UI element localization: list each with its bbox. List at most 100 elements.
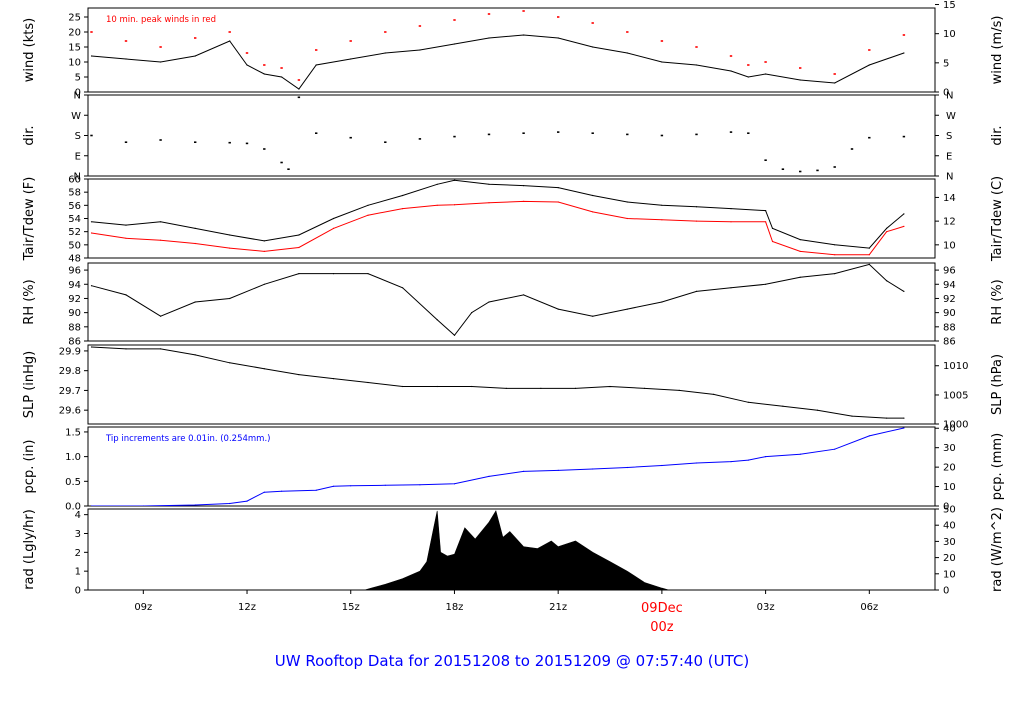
temp-point (263, 250, 265, 252)
wind-point (765, 73, 767, 75)
temp-point (799, 239, 801, 241)
wind-point (695, 64, 698, 66)
wind-point (799, 79, 801, 81)
ytick-label: 4 (75, 510, 81, 521)
ytick-right-label: N (946, 91, 953, 102)
temp-point (771, 240, 774, 243)
panel-frame (87, 426, 936, 507)
slp-point (436, 385, 438, 388)
dir-point (263, 148, 266, 150)
temp-point (263, 240, 265, 242)
panel-annotation: 10 min. peak winds in red (106, 15, 216, 25)
ylabel-left: RH (%) (22, 279, 37, 324)
ytick-right-label: 30 (943, 443, 956, 454)
panel-slp: 29.6 29.7 29.8 29.9 1000 1005 1010 SLP (inHg) SL… (22, 344, 1005, 431)
rh-point (453, 334, 456, 336)
pcp-point (142, 505, 144, 506)
temp-point (903, 225, 905, 227)
panel-data (90, 96, 906, 173)
rh-point (868, 263, 870, 265)
slp-point (851, 415, 853, 417)
temp-point (730, 221, 732, 223)
dir-point (194, 141, 197, 143)
wind-point (453, 19, 456, 21)
rh-point (903, 290, 905, 292)
wind-point (124, 40, 128, 42)
temp-point (367, 214, 369, 216)
rh-series-line-0 (91, 263, 905, 337)
x-axis: 09z 12z 15z 18z 21z 09Dec 00z 03z 06z (134, 590, 878, 635)
ytick-label: 58 (68, 188, 81, 199)
temp-point (194, 242, 196, 245)
rh-point (523, 294, 525, 296)
ytick-label: 86 (68, 337, 81, 348)
temp-point (868, 247, 870, 249)
slp-point (160, 348, 162, 350)
ytick-label: 1 (75, 567, 81, 578)
ytick-right-label: 0 (943, 502, 949, 513)
pcp-point (315, 489, 317, 491)
slp-point (540, 387, 542, 389)
panel-data (90, 179, 905, 256)
ytick-label: 0 (75, 88, 81, 99)
ytick-label: 25 (68, 13, 81, 24)
wind-point (626, 52, 628, 54)
rh-point (298, 273, 300, 275)
dir-point (557, 131, 560, 133)
dir-point (660, 134, 664, 137)
pcp-point (730, 461, 732, 463)
dir-point (591, 132, 594, 134)
wind-point (90, 55, 93, 57)
ytick-right-label: 0 (943, 586, 949, 597)
wind-point (626, 31, 629, 33)
temp-point (160, 239, 162, 241)
temp-point (160, 221, 162, 223)
wind-point (487, 13, 491, 15)
pcp-point (194, 504, 196, 506)
ytick-label: 50 (68, 240, 81, 251)
slp-point (505, 387, 507, 389)
temp-point (903, 213, 905, 215)
wind-point (730, 70, 732, 72)
temp-point (436, 183, 438, 185)
ytick-right-label: N (946, 172, 953, 183)
ytick-label: 52 (68, 227, 81, 238)
slp-point (747, 401, 749, 403)
ytick-label: 92 (68, 294, 81, 305)
dir-point (799, 170, 802, 173)
temp-point (90, 232, 93, 234)
ytick-right-label: 10 (943, 29, 956, 40)
dir-point (522, 132, 525, 134)
ytick-right-label: 10 (943, 240, 956, 251)
chart-title: UW Rooftop Data for 20151208 to 20151209… (275, 652, 749, 670)
dir-point (159, 139, 162, 141)
wind-point (419, 49, 421, 51)
slp-point (678, 389, 680, 391)
temp-point (886, 231, 888, 233)
wind-point (833, 73, 836, 75)
panel-wind: 0 5 10 15 20 25 0 5 10 15 wind (kts) wind (m/s) 10 m… (22, 0, 1005, 98)
temp-point (661, 204, 663, 206)
xtick-label: 12z (238, 602, 256, 613)
rh-point (592, 315, 594, 317)
panel-data (90, 427, 905, 506)
panel-frame (87, 262, 936, 342)
temp-point (592, 194, 594, 197)
ytick-right-label: 0 (943, 88, 949, 99)
pcp-point (557, 469, 559, 471)
wind-point (591, 22, 594, 24)
panel-frame (87, 344, 936, 425)
pcp-point (626, 466, 628, 469)
dir-point (245, 142, 249, 145)
wind-point (453, 43, 456, 45)
ytick-right-label: 10 (943, 482, 956, 493)
xtick-label: 09z (134, 602, 152, 613)
ytick-label: 48 (68, 254, 81, 265)
ytick-label: 0.0 (65, 502, 81, 513)
wind-point (125, 58, 127, 60)
temp-point (557, 201, 559, 203)
temp-point (332, 227, 335, 229)
rh-point (332, 273, 335, 275)
dir-point (315, 132, 318, 134)
